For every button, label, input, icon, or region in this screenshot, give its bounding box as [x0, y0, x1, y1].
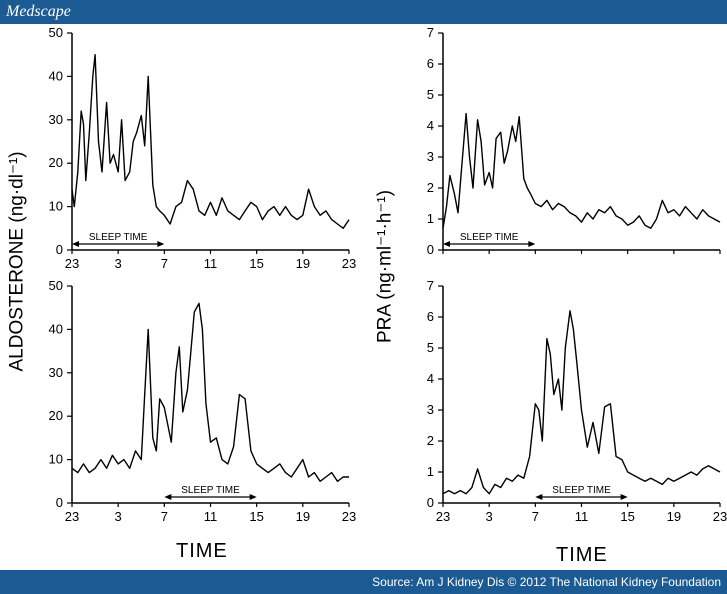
bottom-left-series-line — [71, 302, 349, 482]
top-left-xtick-label: 19 — [296, 256, 310, 271]
bottom-right-xtick-label: 3 — [486, 509, 493, 524]
top-left-ytick-label: 30 — [49, 112, 63, 127]
bottom-right-series-line — [442, 310, 721, 495]
bottom-right-xtick-label: 23 — [436, 509, 450, 524]
top-left-sleep-label: SLEEP TIME — [89, 232, 148, 243]
bottom-right-ytick-label: 5 — [427, 340, 434, 355]
top-right-ytick-label: 1 — [427, 211, 434, 226]
source-credit: Source: Am J Kidney Dis © 2012 The Natio… — [372, 575, 721, 589]
top-left-xtick-label: 23 — [342, 256, 356, 271]
top-right-ytick-label: 3 — [427, 149, 434, 164]
bottom-left-xtick-label: 23 — [65, 509, 79, 524]
top-left-xtick-label: 3 — [115, 256, 122, 271]
bottom-right-xtick-label: 11 — [575, 509, 589, 524]
top-right-sleep-arrow-right — [528, 241, 536, 247]
bottom-left-ytick-label: 50 — [49, 278, 63, 293]
top-right-sleep-arrow-left — [443, 241, 450, 247]
left-x-axis-label: TIME — [176, 540, 228, 562]
bottom-right-ytick-label: 6 — [427, 309, 434, 324]
bottom-right-sleep-arrow-right — [620, 494, 628, 500]
top-left-xtick-label: 7 — [161, 256, 168, 271]
bottom-right-xtick-label: 15 — [620, 509, 634, 524]
footer-bar: Source: Am J Kidney Dis © 2012 The Natio… — [0, 570, 727, 594]
bottom-left-xtick-label: 23 — [342, 509, 356, 524]
bottom-right-xtick-label: 7 — [532, 509, 539, 524]
top-right-ytick-label: 7 — [427, 25, 434, 40]
top-left-xtick-label: 23 — [65, 256, 79, 271]
top-left-ytick-label: 40 — [49, 68, 63, 83]
bottom-right-xtick-label: 23 — [713, 509, 727, 524]
bottom-left-ytick-label: 30 — [49, 365, 63, 380]
bottom-right-ytick-label: 4 — [427, 371, 434, 386]
top-right-ytick-label: 6 — [427, 56, 434, 71]
top-right-ytick-label: 4 — [427, 118, 434, 133]
top-right-ytick-label: 5 — [427, 87, 434, 102]
bottom-left-xtick-label: 7 — [161, 509, 168, 524]
brand-logo: Medscape — [6, 3, 71, 20]
bottom-left-sleep-label-bg — [179, 483, 242, 495]
top-left-ytick-label: 50 — [49, 25, 63, 40]
top-left-xtick-label: 11 — [204, 256, 218, 271]
top-right-ytick-label: 2 — [427, 180, 434, 195]
bottom-right-ytick-label: 1 — [427, 464, 434, 479]
bottom-left-xtick-label: 15 — [249, 509, 263, 524]
top-right-series-line — [442, 112, 721, 230]
header-bar: Medscape — [0, 0, 727, 24]
top-left-ytick-label: 0 — [56, 242, 63, 257]
bottom-left-ytick-label: 40 — [49, 321, 63, 336]
top-left-ytick-label: 20 — [49, 155, 63, 170]
top-right-sleep-label: SLEEP TIME — [460, 232, 519, 243]
bottom-right-xtick-label: 19 — [667, 509, 681, 524]
bottom-right-sleep-arrow-left — [535, 494, 543, 500]
bottom-left-ytick-label: 0 — [56, 495, 63, 510]
bottom-left-sleep-arrow-right — [249, 494, 257, 500]
bottom-left-sleep-label: SLEEP TIME — [181, 485, 240, 496]
top-left-sleep-arrow-left — [72, 241, 79, 247]
bottom-right-ytick-label: 7 — [427, 278, 434, 293]
top-left-series-line — [71, 54, 350, 230]
bottom-right-sleep-label-bg — [550, 483, 613, 495]
bottom-left-ytick-label: 10 — [49, 452, 63, 467]
bottom-left-xtick-label: 11 — [204, 509, 218, 524]
bottom-right-ytick-label: 3 — [427, 402, 434, 417]
bottom-left-sleep-arrow-left — [164, 494, 172, 500]
top-left-sleep-label-bg — [87, 230, 150, 242]
top-left-sleep-arrow-right — [157, 241, 165, 247]
top-left-ytick-label: 10 — [49, 199, 63, 214]
bottom-right-ytick-label: 0 — [427, 495, 434, 510]
top-left-xtick-label: 15 — [249, 256, 263, 271]
bottom-right-sleep-label: SLEEP TIME — [552, 485, 611, 496]
right-x-axis-label: TIME — [556, 544, 608, 566]
bottom-right-ytick-label: 2 — [427, 433, 434, 448]
top-right-ytick-label: 0 — [427, 242, 434, 257]
bottom-left-xtick-label: 19 — [296, 509, 310, 524]
bottom-left-ytick-label: 20 — [49, 408, 63, 423]
top-right-sleep-label-bg — [458, 230, 521, 242]
bottom-left-xtick-label: 3 — [115, 509, 122, 524]
